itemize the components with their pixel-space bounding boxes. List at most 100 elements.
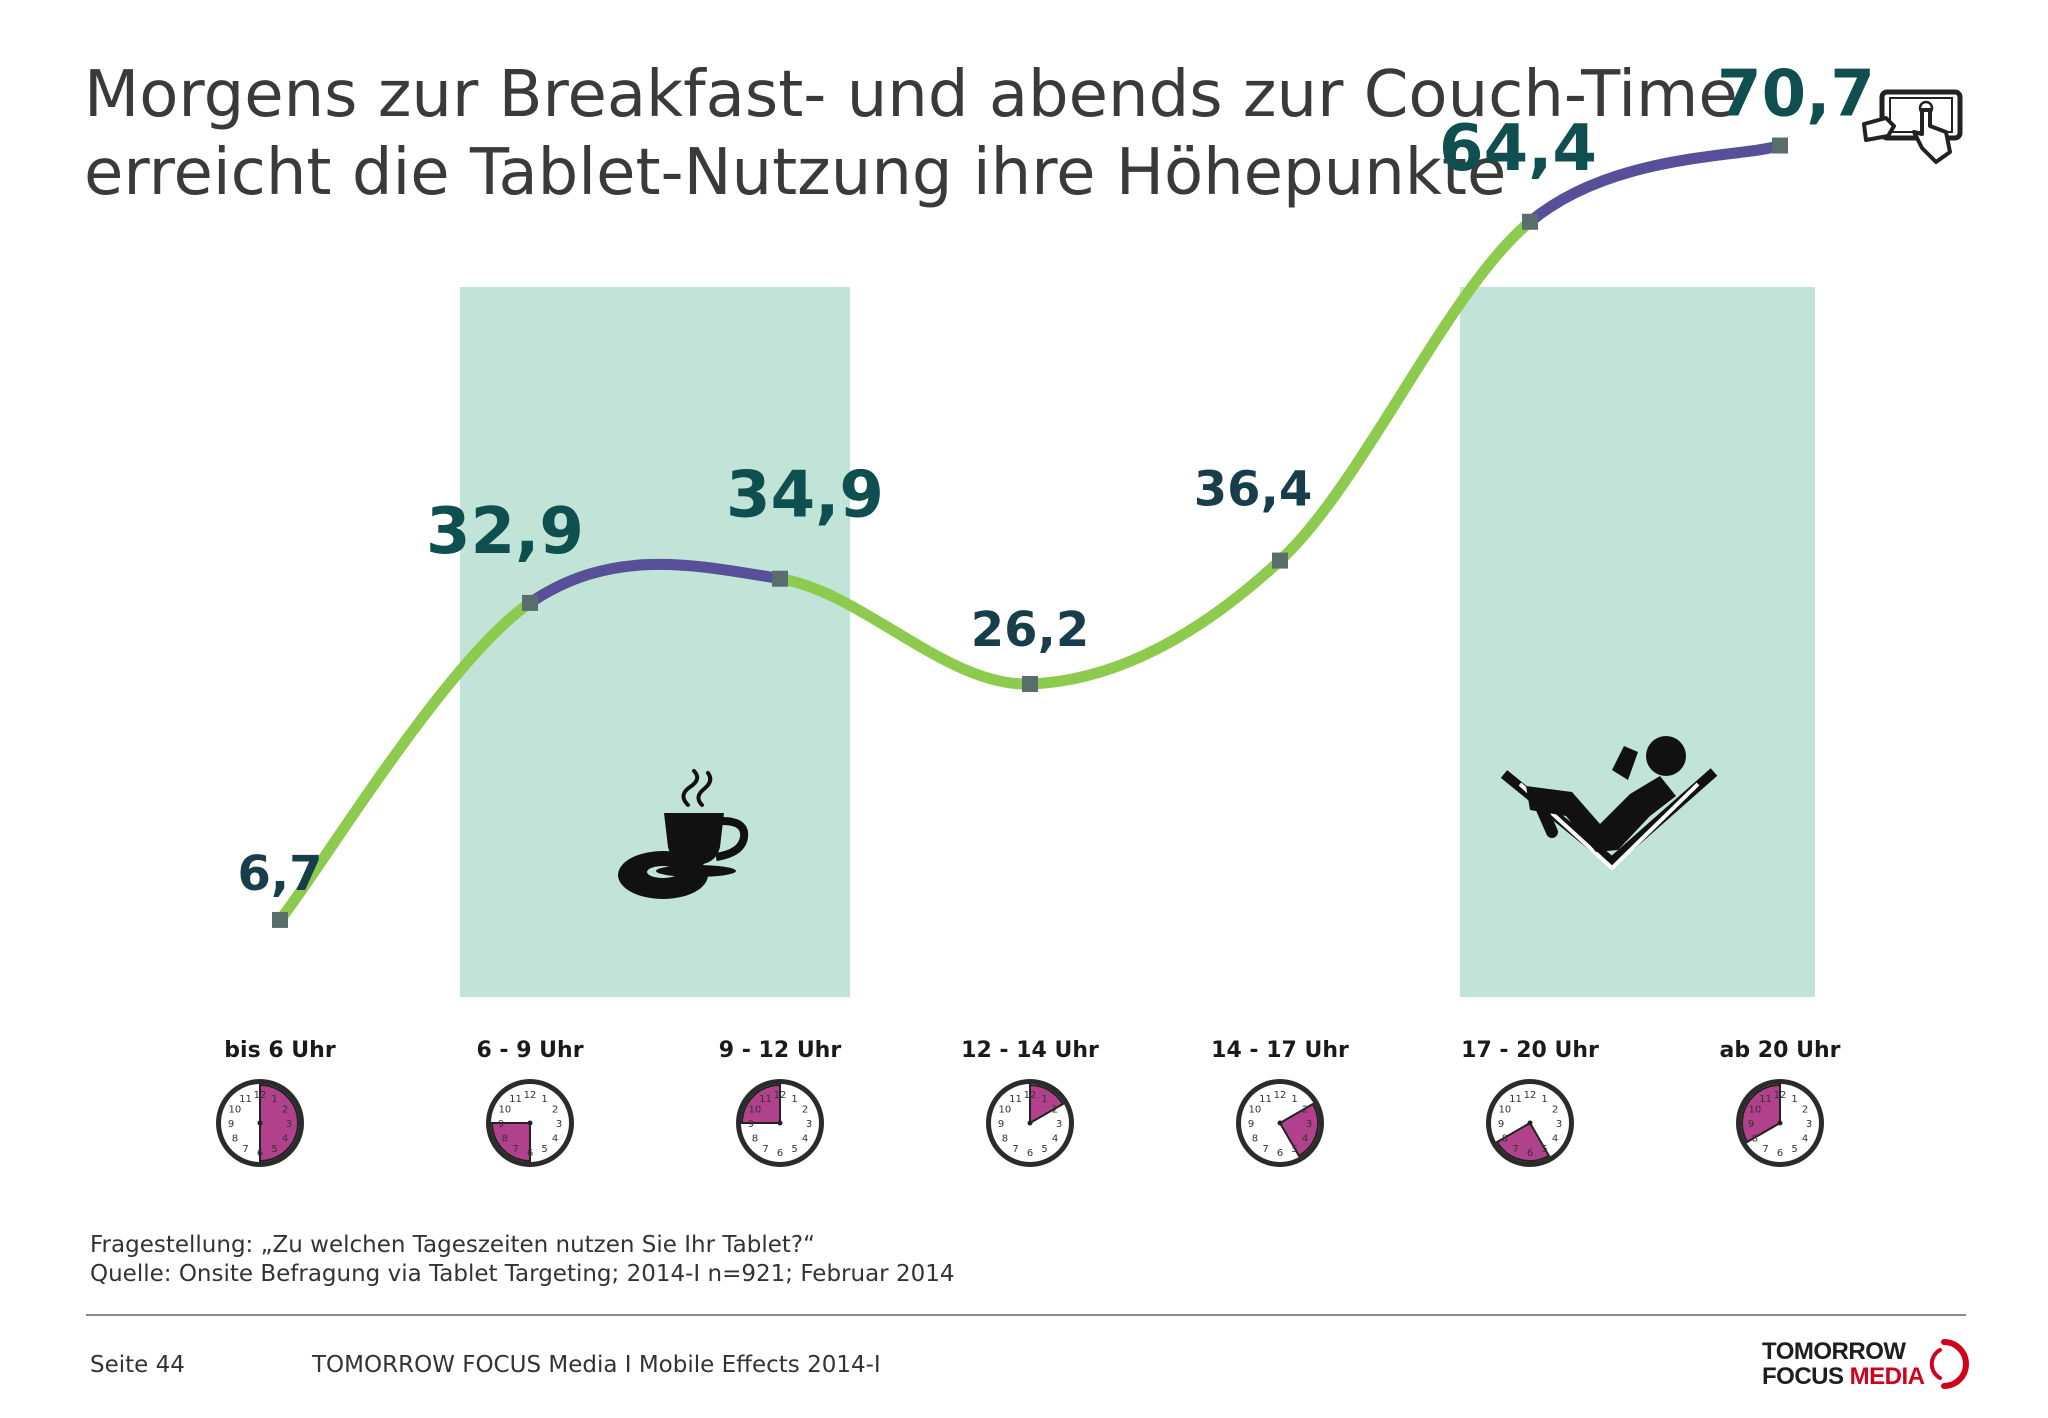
svg-text:8: 8 [1252,1134,1258,1145]
page-title-line-2: erreicht die Tablet-Nutzung ihre Höhepun… [84,136,1507,210]
svg-text:1: 1 [1291,1094,1297,1105]
svg-text:9: 9 [748,1119,754,1130]
svg-text:8: 8 [1502,1134,1508,1145]
svg-text:10: 10 [1249,1105,1262,1116]
svg-text:9: 9 [498,1119,504,1130]
survey-question: Fragestellung: „Zu welchen Tageszeiten n… [90,1232,815,1258]
svg-text:12: 12 [1774,1090,1787,1101]
logo-arc-icon [1929,1339,1969,1389]
svg-text:2: 2 [802,1105,808,1116]
svg-text:10: 10 [1499,1105,1512,1116]
svg-text:1: 1 [1791,1094,1797,1105]
data-point-marker [1772,137,1788,154]
svg-text:11: 11 [1509,1094,1522,1105]
data-label: 26,2 [971,602,1089,658]
svg-text:11: 11 [1759,1094,1772,1105]
svg-text:11: 11 [509,1094,522,1105]
svg-text:4: 4 [1052,1134,1058,1145]
svg-text:8: 8 [232,1134,238,1145]
highlight-band-2 [1460,287,1815,997]
svg-text:8: 8 [752,1134,758,1145]
svg-text:9: 9 [1748,1119,1754,1130]
svg-text:5: 5 [541,1144,547,1155]
svg-text:10: 10 [229,1105,242,1116]
series-line-highlight-segment [524,558,786,609]
x-tick-label: 9 - 12 Uhr [719,1038,842,1063]
svg-text:4: 4 [282,1134,288,1145]
svg-text:2: 2 [1302,1105,1308,1116]
svg-text:10: 10 [749,1105,762,1116]
svg-text:11: 11 [1009,1094,1022,1105]
svg-text:3: 3 [1056,1119,1062,1130]
svg-text:1: 1 [791,1094,797,1105]
footer-divider [86,1314,1966,1316]
x-tick-label: ab 20 Uhr [1720,1038,1841,1063]
svg-text:4: 4 [802,1134,808,1145]
svg-text:6: 6 [257,1148,263,1159]
svg-text:1: 1 [541,1094,547,1105]
data-label: 70,7 [1717,58,1875,132]
svg-text:12: 12 [1024,1090,1037,1101]
x-tick-label: 14 - 17 Uhr [1211,1038,1349,1063]
svg-text:3: 3 [556,1119,562,1130]
svg-text:5: 5 [1041,1144,1047,1155]
svg-text:1: 1 [1041,1094,1047,1105]
company-logo: TOMORROW FOCUS MEDIA [1762,1336,1972,1392]
svg-text:10: 10 [999,1105,1012,1116]
svg-text:7: 7 [512,1144,518,1155]
svg-text:5: 5 [791,1144,797,1155]
x-tick-label: 12 - 14 Uhr [961,1038,1099,1063]
svg-text:12: 12 [1274,1090,1287,1101]
svg-text:5: 5 [1541,1144,1547,1155]
svg-text:4: 4 [1302,1134,1308,1145]
svg-text:9: 9 [1498,1119,1504,1130]
svg-text:3: 3 [1306,1119,1312,1130]
svg-text:10: 10 [1749,1105,1762,1116]
x-tick-label: 17 - 20 Uhr [1461,1038,1599,1063]
svg-text:7: 7 [242,1144,248,1155]
logo-focus: FOCUS [1762,1363,1850,1390]
page-title-line-1: Morgens zur Breakfast- und abends zur Co… [84,58,1738,132]
svg-text:12: 12 [1524,1090,1537,1101]
svg-text:3: 3 [806,1119,812,1130]
svg-text:7: 7 [1512,1144,1518,1155]
data-label: 6,7 [237,846,322,902]
svg-text:2: 2 [1552,1105,1558,1116]
svg-text:11: 11 [1259,1094,1272,1105]
svg-text:2: 2 [552,1105,558,1116]
svg-text:4: 4 [1552,1134,1558,1145]
svg-text:7: 7 [762,1144,768,1155]
data-label: 36,4 [1194,462,1312,518]
data-label: 32,9 [426,495,584,569]
svg-text:1: 1 [1541,1094,1547,1105]
svg-text:2: 2 [1052,1105,1058,1116]
data-point-marker [772,570,788,587]
svg-text:9: 9 [228,1119,234,1130]
reclining-reader-icon [1500,736,1718,871]
svg-text:4: 4 [1802,1134,1808,1145]
svg-text:7: 7 [1262,1144,1268,1155]
data-label: 64,4 [1439,112,1597,186]
svg-text:12: 12 [254,1090,267,1101]
x-tick-label: 6 - 9 Uhr [476,1038,583,1063]
data-point-marker [522,594,538,611]
svg-text:11: 11 [239,1094,252,1105]
svg-text:3: 3 [286,1119,292,1130]
logo-line-2: FOCUS MEDIA [1762,1365,1925,1389]
svg-text:12: 12 [524,1090,537,1101]
x-tick-label: bis 6 Uhr [224,1038,336,1063]
data-point-marker [1522,213,1538,230]
source-note: Quelle: Onsite Befragung via Tablet Targ… [90,1261,955,1287]
svg-text:8: 8 [1002,1134,1008,1145]
svg-text:3: 3 [1556,1119,1562,1130]
svg-text:9: 9 [998,1119,1004,1130]
tablet-touch-icon [1862,89,1963,164]
svg-text:9: 9 [1248,1119,1254,1130]
svg-text:12: 12 [774,1090,787,1101]
svg-text:8: 8 [502,1134,508,1145]
